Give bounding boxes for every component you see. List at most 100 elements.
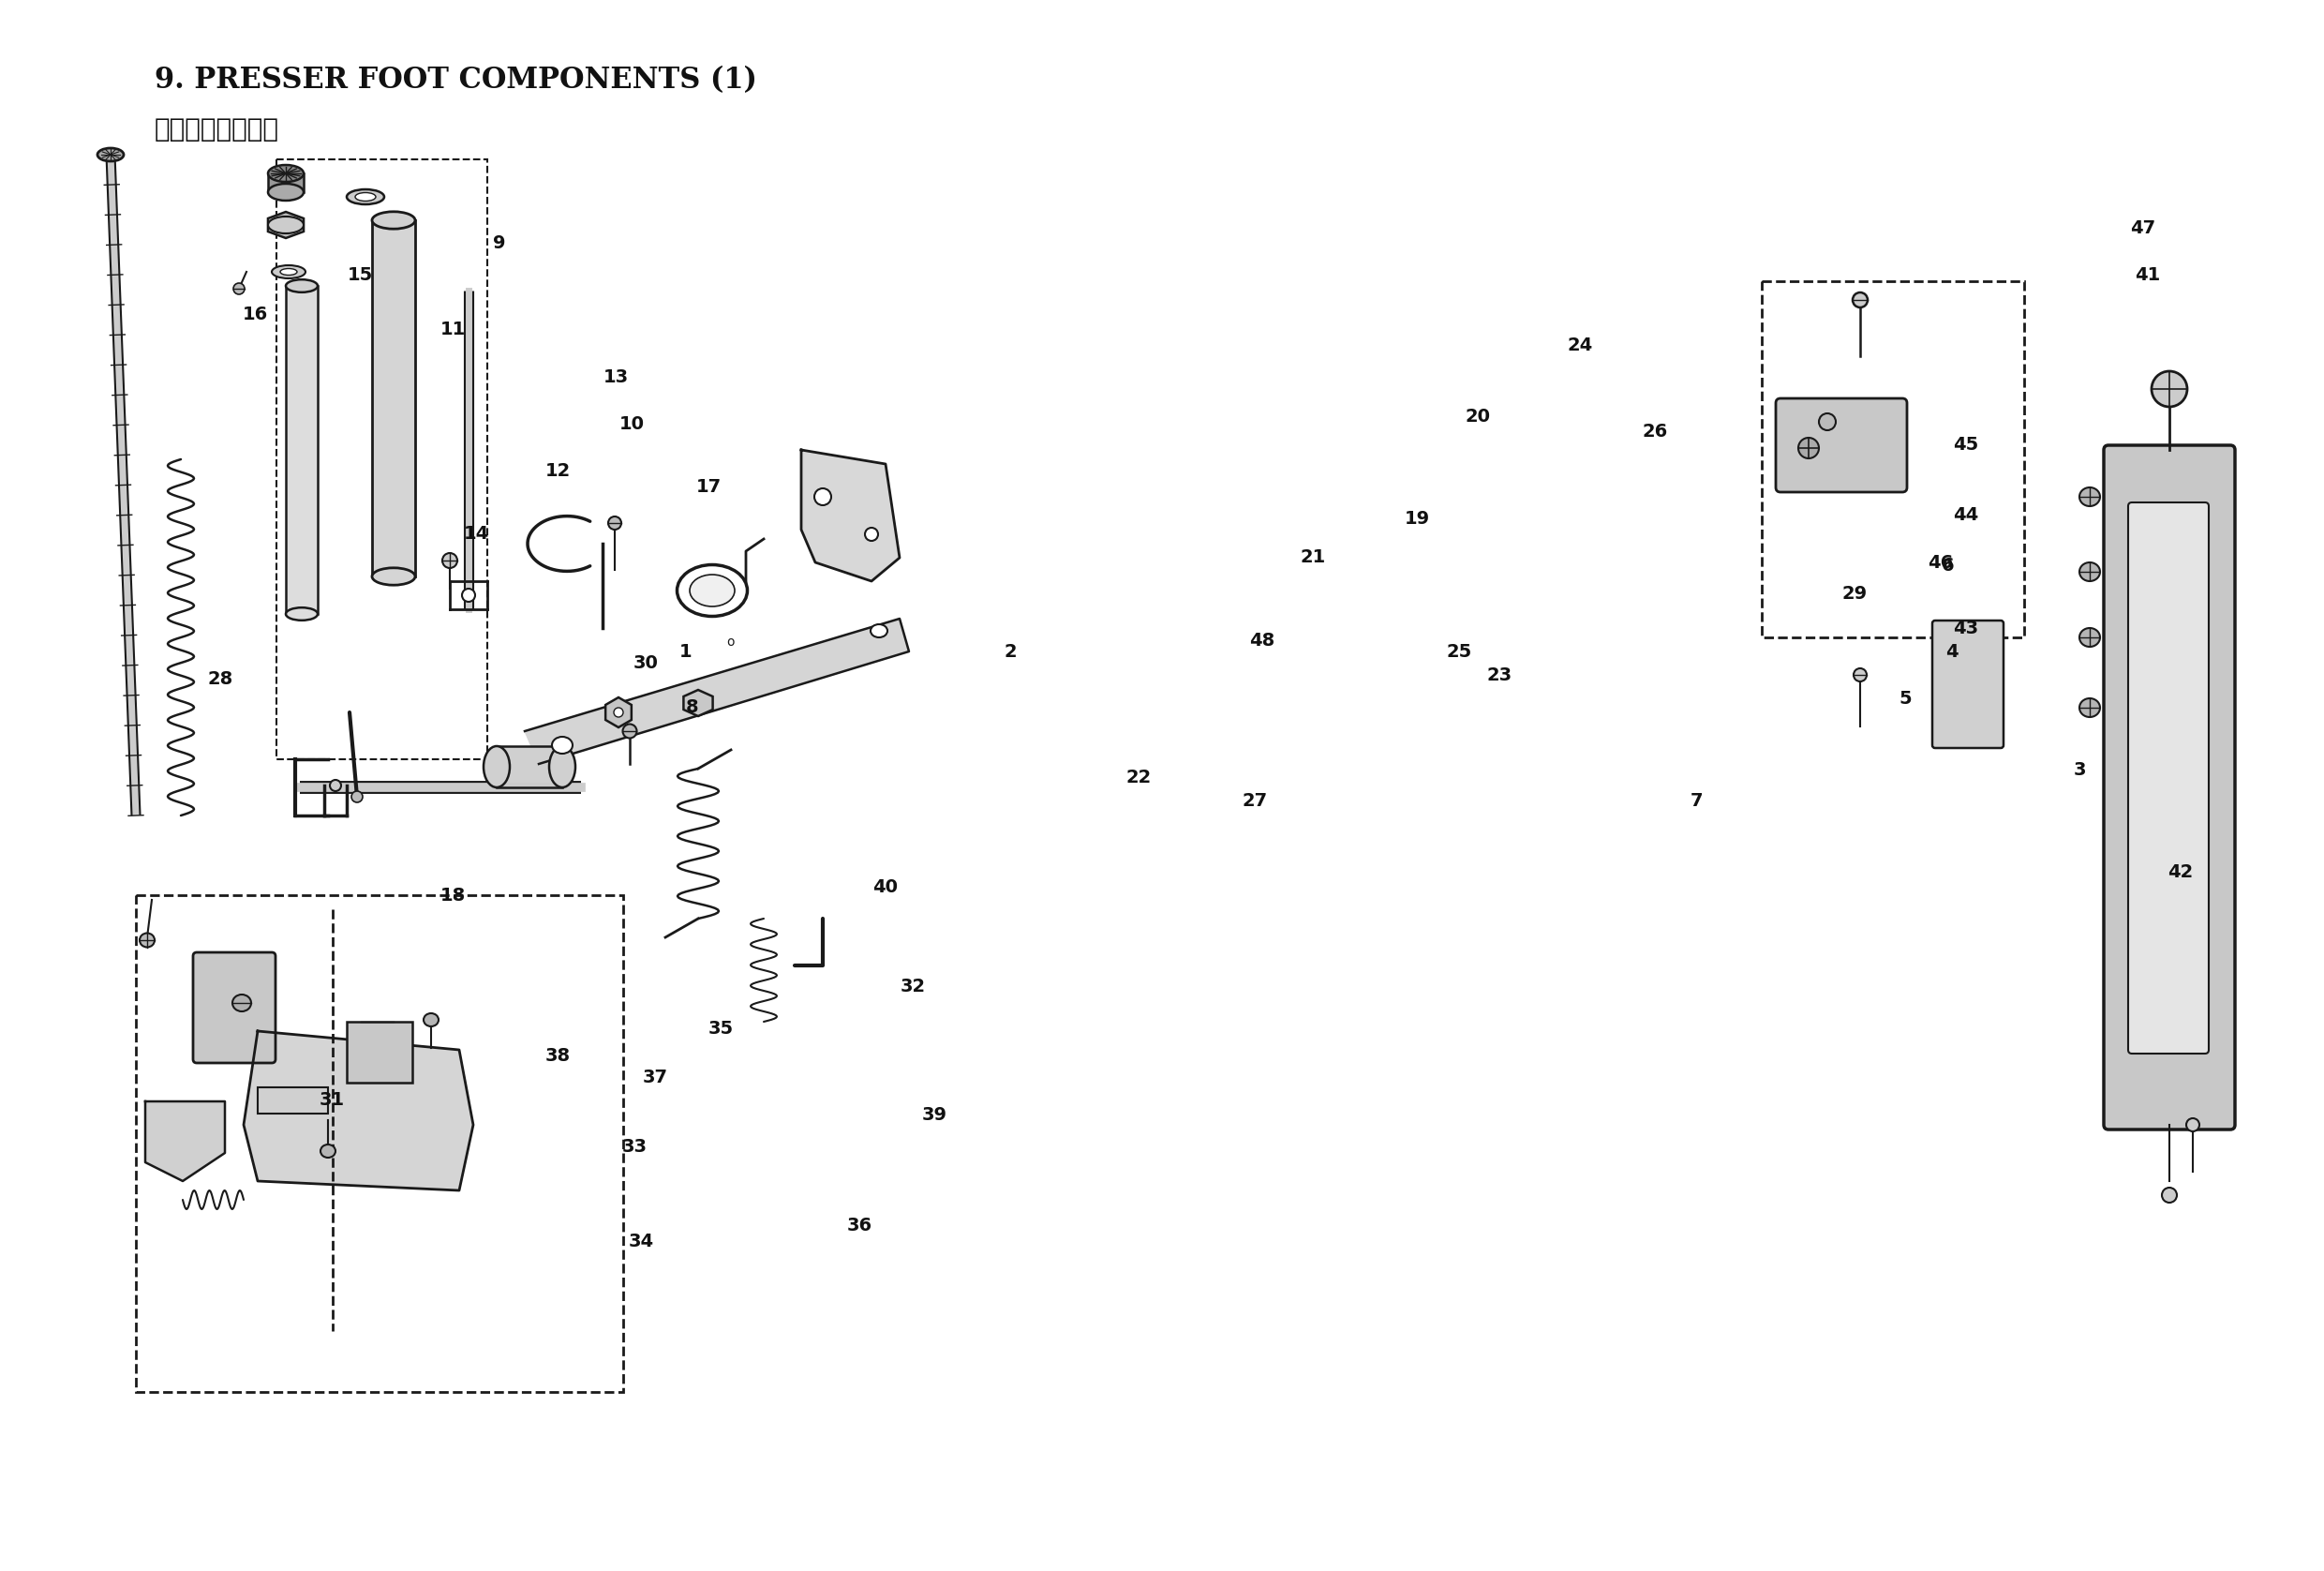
Text: 26: 26 <box>1643 423 1666 441</box>
Text: 30: 30 <box>634 654 658 672</box>
Ellipse shape <box>2080 562 2101 581</box>
Bar <box>1762 281 2024 638</box>
Bar <box>277 159 488 759</box>
Ellipse shape <box>139 933 156 947</box>
Ellipse shape <box>267 165 304 182</box>
Text: 29: 29 <box>1843 584 1866 603</box>
Ellipse shape <box>1855 668 1866 682</box>
Ellipse shape <box>232 994 251 1012</box>
Ellipse shape <box>2187 1119 2199 1131</box>
Text: o: o <box>727 636 734 649</box>
Ellipse shape <box>267 184 304 201</box>
Text: 22: 22 <box>1127 768 1150 787</box>
Ellipse shape <box>232 283 244 294</box>
Text: 48: 48 <box>1250 632 1274 650</box>
Text: 35: 35 <box>709 1020 732 1038</box>
Text: 37: 37 <box>644 1068 667 1087</box>
Ellipse shape <box>462 589 474 602</box>
Text: 16: 16 <box>244 305 267 324</box>
Text: 28: 28 <box>209 669 232 688</box>
Bar <box>286 286 318 614</box>
FancyBboxPatch shape <box>2129 503 2208 1054</box>
Ellipse shape <box>2080 628 2101 647</box>
Ellipse shape <box>286 608 318 621</box>
Bar <box>135 895 623 1392</box>
Polygon shape <box>607 698 632 727</box>
FancyBboxPatch shape <box>1776 399 1908 492</box>
Text: 15: 15 <box>349 265 372 284</box>
Text: 9: 9 <box>493 234 507 253</box>
Text: 46: 46 <box>1929 553 1952 572</box>
Ellipse shape <box>623 724 637 738</box>
Ellipse shape <box>1852 292 1868 308</box>
Ellipse shape <box>330 779 342 792</box>
Text: 39: 39 <box>923 1106 946 1125</box>
Polygon shape <box>144 1101 225 1181</box>
Text: 41: 41 <box>2136 265 2159 284</box>
FancyBboxPatch shape <box>193 952 277 1064</box>
Text: 40: 40 <box>874 878 897 897</box>
Text: 11: 11 <box>442 320 465 339</box>
Ellipse shape <box>2080 699 2101 716</box>
Text: 18: 18 <box>442 886 465 905</box>
Polygon shape <box>267 212 304 239</box>
Ellipse shape <box>98 148 123 162</box>
Ellipse shape <box>2152 371 2187 407</box>
Ellipse shape <box>1820 413 1836 430</box>
Ellipse shape <box>272 265 304 278</box>
Ellipse shape <box>548 746 576 787</box>
Text: 20: 20 <box>1466 407 1490 426</box>
Text: 43: 43 <box>1954 619 1978 638</box>
Ellipse shape <box>553 737 572 754</box>
FancyBboxPatch shape <box>1931 621 2003 748</box>
Ellipse shape <box>690 575 734 606</box>
Text: 27: 27 <box>1243 792 1267 811</box>
Ellipse shape <box>372 212 416 229</box>
Ellipse shape <box>865 528 878 540</box>
Text: 38: 38 <box>546 1046 569 1065</box>
Text: 21: 21 <box>1301 548 1325 567</box>
Bar <box>346 1021 411 1082</box>
Polygon shape <box>525 619 909 764</box>
Text: 2: 2 <box>1004 643 1018 661</box>
Ellipse shape <box>372 567 416 584</box>
Text: 10: 10 <box>621 415 644 434</box>
Ellipse shape <box>2080 487 2101 506</box>
Text: 1: 1 <box>679 643 693 661</box>
Bar <box>267 173 304 192</box>
Text: 6: 6 <box>1941 556 1954 575</box>
Ellipse shape <box>321 1145 335 1158</box>
Text: 4: 4 <box>1945 643 1959 661</box>
Ellipse shape <box>346 190 383 204</box>
Ellipse shape <box>423 1013 439 1026</box>
Ellipse shape <box>281 269 297 275</box>
Ellipse shape <box>286 280 318 292</box>
Ellipse shape <box>356 193 376 201</box>
Text: 45: 45 <box>1954 435 1978 454</box>
Bar <box>497 746 562 787</box>
Text: 9. PRESSER FOOT COMPONENTS (1): 9. PRESSER FOOT COMPONENTS (1) <box>156 66 758 94</box>
Text: 32: 32 <box>902 977 925 996</box>
Text: 23: 23 <box>1487 666 1511 685</box>
Text: 19: 19 <box>1406 509 1429 528</box>
Polygon shape <box>802 449 899 581</box>
Ellipse shape <box>609 517 621 529</box>
Text: 24: 24 <box>1569 336 1592 355</box>
Text: 14: 14 <box>465 525 488 544</box>
Ellipse shape <box>872 624 888 638</box>
Bar <box>258 1087 328 1114</box>
Bar <box>372 220 416 577</box>
Ellipse shape <box>483 746 509 787</box>
Ellipse shape <box>813 489 832 506</box>
Ellipse shape <box>351 792 363 803</box>
Text: 25: 25 <box>1448 643 1471 661</box>
Text: 33: 33 <box>623 1137 646 1156</box>
Text: 34: 34 <box>630 1232 653 1251</box>
Text: 31: 31 <box>321 1090 344 1109</box>
FancyBboxPatch shape <box>2103 445 2236 1130</box>
Text: 44: 44 <box>1954 506 1978 525</box>
Text: 36: 36 <box>848 1216 872 1235</box>
Text: 13: 13 <box>604 368 627 386</box>
Text: 5: 5 <box>1899 690 1913 709</box>
Polygon shape <box>244 1031 474 1191</box>
